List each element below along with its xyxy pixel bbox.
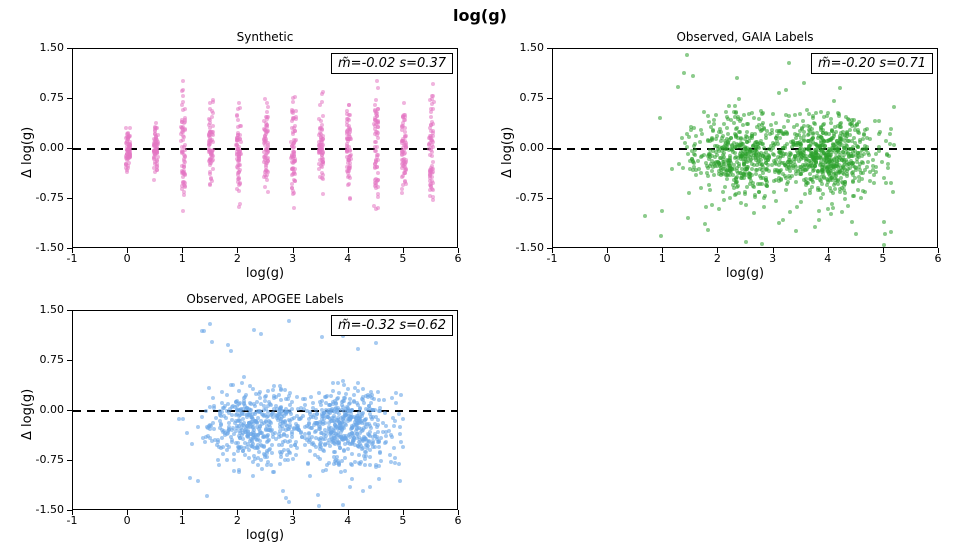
xtick-label: 3 [283,514,303,527]
stats-m-value: -0.20 [842,56,876,71]
xtick-label: 3 [283,252,303,265]
xlabel-gaia: log(g) [552,266,938,281]
stats-s-label: s [879,56,886,71]
stats-m-value: -0.02 [362,56,396,71]
xtick-label: 2 [707,252,727,265]
stats-m-label: m̃ [338,318,351,333]
xtick-label: 0 [117,514,137,527]
xtick-label: 6 [448,252,468,265]
panel-synthetic-title: Synthetic [72,30,458,44]
xtick-label: -1 [62,514,82,527]
figure-suptitle: log(g) [0,6,960,25]
panel-synthetic-axes: m̃=-0.02 s=0.37 [72,48,458,248]
stats-s-value: 0.62 [417,318,446,333]
ytick-label: -0.75 [24,453,64,466]
xtick-label: 2 [227,252,247,265]
ytick-label: 0.75 [504,91,544,104]
ylabel-apogee: Δ log(g) [20,389,35,440]
xtick-label: 5 [393,514,413,527]
xtick-label: 1 [652,252,672,265]
stats-box-gaia: m̃=-0.20 s=0.71 [811,53,933,74]
xtick-label: -1 [542,252,562,265]
panel-gaia-axes: m̃=-0.20 s=0.71 [552,48,938,248]
ylabel-gaia: Δ log(g) [500,127,515,178]
ytick-label: 0.75 [24,91,64,104]
xtick-label: 4 [338,514,358,527]
panel-apogee-axes: m̃=-0.32 s=0.62 [72,310,458,510]
stats-s-label: s [399,56,406,71]
ytick-label: -1.50 [24,503,64,516]
panel-synthetic: Synthetic m̃=-0.02 s=0.37 -10123456 -1.5… [72,48,458,248]
ytick-label: 1.50 [24,303,64,316]
ytick-label: 1.50 [24,41,64,54]
xtick-label: 4 [338,252,358,265]
ytick-label: 1.50 [504,41,544,54]
xtick-label: 6 [448,514,468,527]
xlabel-apogee: log(g) [72,528,458,543]
stats-box-apogee: m̃=-0.32 s=0.62 [331,315,453,336]
panel-gaia-title: Observed, GAIA Labels [552,30,938,44]
stats-m-label: m̃ [338,56,351,71]
xtick-label: 3 [763,252,783,265]
ytick-label: -0.75 [24,191,64,204]
xtick-label: 5 [873,252,893,265]
stats-m-value: -0.32 [362,318,396,333]
ytick-label: -0.75 [504,191,544,204]
stats-s-value: 0.37 [417,56,446,71]
ylabel-synthetic: Δ log(g) [20,127,35,178]
xtick-label: -1 [62,252,82,265]
xtick-label: 5 [393,252,413,265]
ytick-label: -1.50 [504,241,544,254]
xlabel-synthetic: log(g) [72,266,458,281]
xtick-label: 0 [597,252,617,265]
ytick-label: -1.50 [24,241,64,254]
panel-apogee: Observed, APOGEE Labels m̃=-0.32 s=0.62 … [72,310,458,510]
xtick-label: 2 [227,514,247,527]
xtick-label: 1 [172,514,192,527]
xtick-label: 6 [928,252,948,265]
ytick-label: 0.75 [24,353,64,366]
panel-gaia: Observed, GAIA Labels m̃=-0.20 s=0.71 -1… [552,48,938,248]
stats-box-synthetic: m̃=-0.02 s=0.37 [331,53,453,74]
xtick-label: 4 [818,252,838,265]
xtick-label: 0 [117,252,137,265]
stats-s-label: s [399,318,406,333]
stats-m-label: m̃ [818,56,831,71]
xtick-label: 1 [172,252,192,265]
figure: log(g) Synthetic m̃=-0.02 s=0.37 -101234… [0,0,960,540]
panel-apogee-title: Observed, APOGEE Labels [72,292,458,306]
stats-s-value: 0.71 [897,56,926,71]
